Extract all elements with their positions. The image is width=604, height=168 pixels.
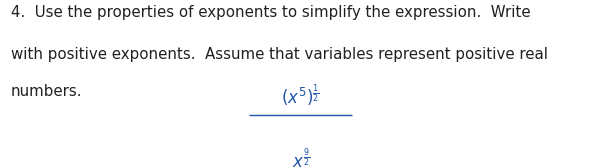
Text: numbers.: numbers. <box>11 84 82 99</box>
Text: with positive exponents.  Assume that variables represent positive real: with positive exponents. Assume that var… <box>11 47 548 62</box>
Text: $x^{\frac{9}{2}}$: $x^{\frac{9}{2}}$ <box>292 148 310 168</box>
Text: $(x^5)^{\frac{1}{2}}$: $(x^5)^{\frac{1}{2}}$ <box>281 82 320 108</box>
Text: 4.  Use the properties of exponents to simplify the expression.  Write: 4. Use the properties of exponents to si… <box>11 5 530 20</box>
